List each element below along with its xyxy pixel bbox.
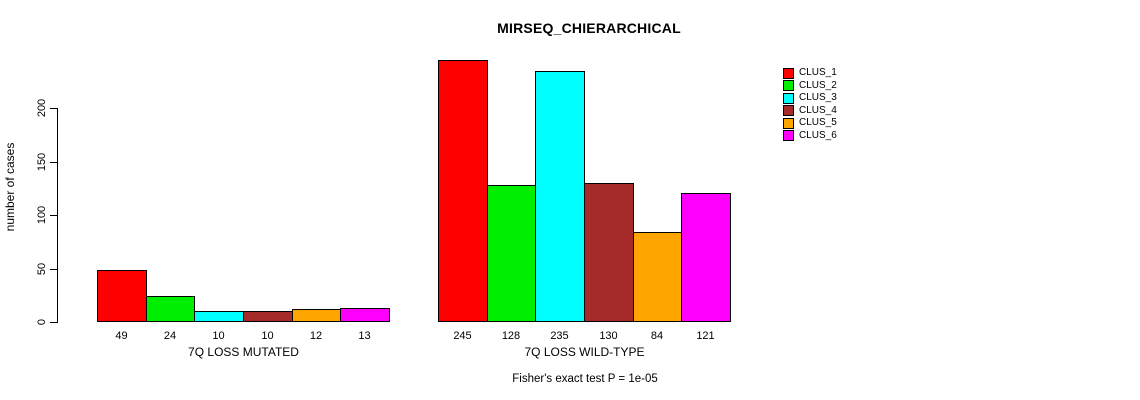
y-tick-label: 200 [36, 98, 48, 118]
x-axis-group-label-wildtype: 7Q LOSS WILD-TYPE [524, 345, 645, 359]
bar-clus_1-wildtype [438, 60, 488, 322]
y-tick-label: 150 [36, 152, 48, 172]
legend-label: CLUS_2 [799, 79, 837, 91]
legend-item-clus_1: CLUS_1 [783, 67, 837, 80]
bar-value-label: 49 [115, 330, 128, 342]
bar-clus_6-wildtype [681, 193, 731, 322]
bar-clus_5-wildtype [633, 232, 682, 322]
bar-value-label: 130 [599, 330, 618, 342]
bar-value-label: 10 [261, 330, 274, 342]
legend-item-clus_5: CLUS_5 [783, 117, 837, 130]
legend-label: CLUS_6 [799, 129, 837, 141]
bar-clus_2-wildtype [487, 185, 536, 322]
chart-title: MIRSEQ_CHIERARCHICAL [497, 20, 681, 36]
bar-clus_4-wildtype [584, 183, 634, 322]
legend-item-clus_2: CLUS_2 [783, 80, 837, 93]
legend-swatch-clus_5 [783, 117, 794, 129]
bar-value-label: 12 [309, 330, 323, 342]
x-axis-group-label-mutated: 7Q LOSS MUTATED [188, 345, 299, 359]
bar-clus_4-mutated [243, 311, 293, 322]
bar-value-label: 245 [453, 330, 472, 342]
legend-label: CLUS_1 [799, 67, 837, 79]
legend-item-clus_4: CLUS_4 [783, 105, 837, 118]
bar-value-label: 128 [501, 330, 521, 342]
y-tick-label: 100 [36, 205, 48, 225]
bar-clus_3-mutated [194, 311, 244, 322]
y-tick-label: 50 [36, 262, 48, 276]
bar-value-label: 121 [696, 330, 715, 342]
y-tick-mark [50, 269, 58, 270]
legend-item-clus_6: CLUS_6 [783, 130, 837, 143]
annotation-fisher-test: Fisher's exact test P = 1e-05 [512, 373, 658, 385]
legend: CLUS_1 CLUS_2 CLUS_3 CLUS_4 CLUS_5 CLUS_6 [783, 67, 837, 142]
bar-clus_6-mutated [340, 308, 390, 322]
bar-clus_3-wildtype [535, 71, 585, 322]
y-tick-mark [50, 162, 58, 163]
legend-label: CLUS_4 [799, 104, 837, 116]
legend-swatch-clus_4 [783, 105, 794, 117]
bar-value-label: 13 [358, 330, 371, 342]
y-tick-mark [50, 108, 58, 109]
legend-label: CLUS_5 [799, 117, 837, 129]
bar-value-label: 24 [163, 330, 177, 342]
bar-value-label: 84 [650, 330, 664, 342]
bar-value-label: 235 [550, 330, 569, 342]
legend-item-clus_3: CLUS_3 [783, 92, 837, 105]
bar-clus_1-mutated [97, 270, 147, 322]
bar-clus_2-mutated [146, 296, 195, 322]
legend-swatch-clus_6 [783, 130, 794, 142]
y-axis-label: number of cases [3, 142, 17, 232]
y-tick-label: 0 [36, 318, 48, 326]
y-tick-mark [50, 215, 58, 216]
legend-label: CLUS_3 [799, 92, 837, 104]
legend-swatch-clus_2 [783, 80, 794, 92]
y-tick-mark [50, 322, 58, 323]
legend-swatch-clus_3 [783, 92, 794, 104]
legend-swatch-clus_1 [783, 67, 794, 79]
bar-value-label: 10 [212, 330, 225, 342]
bar-clus_5-mutated [292, 309, 341, 322]
